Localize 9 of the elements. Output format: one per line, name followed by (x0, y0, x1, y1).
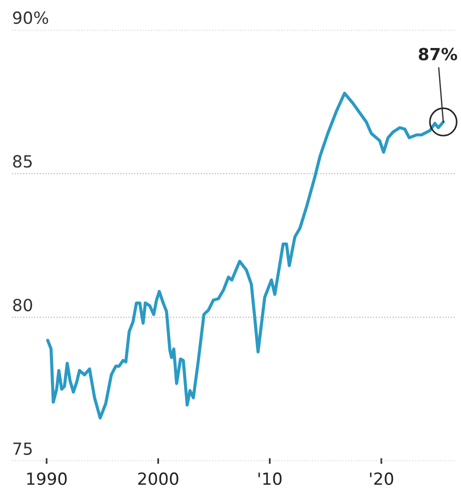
y-tick-label: 75 (13, 442, 32, 455)
y-tick-label: 85 (13, 155, 32, 168)
annotation: 87% (418, 48, 458, 60)
x-tick-label: '10 (258, 472, 282, 486)
y-tick-label: 90% (13, 11, 48, 24)
x-tick-label: 1990 (27, 472, 67, 486)
x-tick-label: 2000 (138, 472, 178, 486)
x-tick-label: '20 (370, 472, 394, 486)
y-tick-label: 80 (13, 298, 32, 312)
